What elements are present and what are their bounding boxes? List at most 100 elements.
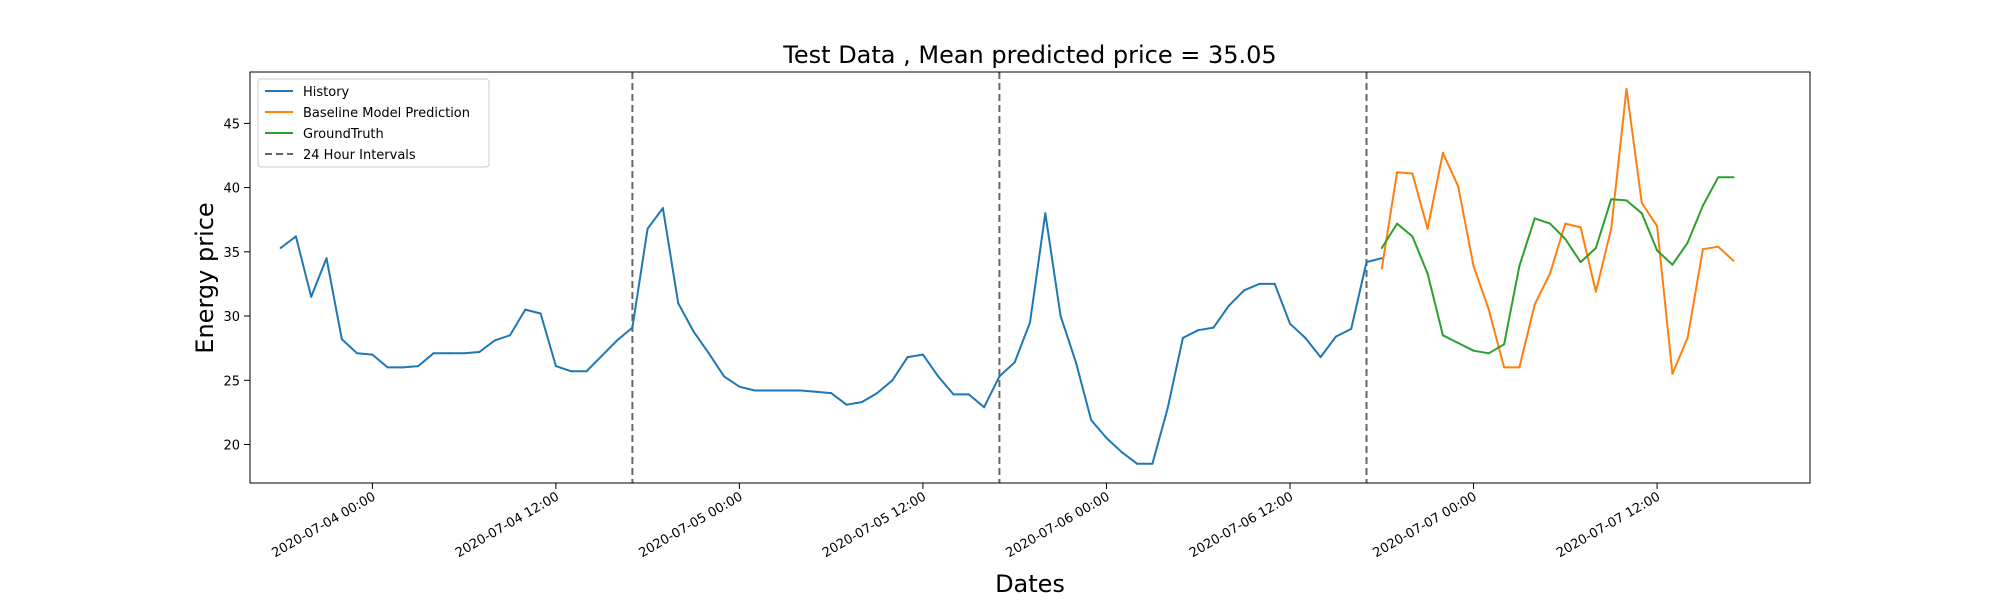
legend-label: Baseline Model Prediction xyxy=(303,106,470,121)
data-point-baseline-model-prediction xyxy=(1396,171,1399,174)
data-point-groundtruth xyxy=(1717,176,1720,179)
legend: History Baseline Model Prediction GroundTr… xyxy=(257,78,490,168)
data-point-history xyxy=(860,401,863,404)
legend-label: History xyxy=(303,85,350,100)
data-point-baseline-model-prediction xyxy=(1656,225,1659,228)
y-tick-label: 30 xyxy=(223,310,240,325)
y-axis-title: Energy price xyxy=(191,202,219,353)
data-point-history xyxy=(432,352,435,355)
data-point-groundtruth xyxy=(1457,342,1460,344)
y-tick-label: 45 xyxy=(223,117,240,132)
data-point-history xyxy=(1120,451,1123,454)
data-point-baseline-model-prediction xyxy=(1717,245,1720,248)
data-point-history xyxy=(310,295,313,298)
y-tick-label: 20 xyxy=(223,439,240,454)
data-point-baseline-model-prediction xyxy=(1380,267,1383,270)
data-point-history xyxy=(493,339,496,342)
data-point-groundtruth xyxy=(1411,235,1414,238)
data-point-history xyxy=(1074,361,1077,364)
data-point-history xyxy=(294,235,297,238)
data-point-history xyxy=(1197,329,1200,332)
data-point-history xyxy=(707,352,710,355)
data-point-groundtruth xyxy=(1533,217,1536,220)
data-point-baseline-model-prediction xyxy=(1640,202,1643,204)
data-point-history xyxy=(1151,462,1154,465)
data-point-history xyxy=(1059,315,1062,317)
data-point-groundtruth xyxy=(1656,249,1659,252)
data-point-baseline-model-prediction xyxy=(1426,227,1429,230)
data-point-groundtruth xyxy=(1564,238,1567,240)
series-line-baseline-model-prediction xyxy=(1380,87,1735,375)
data-point-baseline-model-prediction xyxy=(1472,264,1475,267)
chart-title: Test Data , Mean predicted price = 35.05 xyxy=(782,41,1276,69)
data-point-history xyxy=(769,389,771,392)
data-point-baseline-model-prediction xyxy=(1625,87,1628,90)
y-tick-label: 35 xyxy=(223,246,240,261)
legend-box xyxy=(257,78,490,168)
data-point-history xyxy=(1380,257,1383,260)
data-point-history xyxy=(417,365,420,368)
data-point-groundtruth xyxy=(1732,176,1735,179)
legend-label: 24 Hour Intervals xyxy=(303,148,416,163)
data-point-history xyxy=(401,366,404,369)
data-point-history xyxy=(1090,419,1093,422)
data-point-history xyxy=(845,403,848,406)
data-point-baseline-model-prediction xyxy=(1564,222,1567,225)
data-point-history xyxy=(1319,356,1322,359)
data-point-history xyxy=(616,339,619,342)
data-point-history xyxy=(753,389,756,392)
data-point-history xyxy=(661,207,664,210)
data-point-history xyxy=(1227,304,1230,307)
data-point-baseline-model-prediction xyxy=(1594,290,1597,293)
data-point-history xyxy=(371,353,374,356)
data-point-history xyxy=(1105,437,1108,439)
data-point-history xyxy=(983,406,986,409)
data-point-history xyxy=(1258,282,1261,285)
data-point-history xyxy=(325,257,328,260)
data-point-groundtruth xyxy=(1625,199,1628,202)
data-point-groundtruth xyxy=(1549,222,1551,225)
data-point-history xyxy=(1350,327,1353,330)
data-point-history xyxy=(340,338,343,341)
x-axis-title: Dates xyxy=(995,570,1065,598)
y-tick-label: 40 xyxy=(223,182,240,197)
data-point-groundtruth xyxy=(1503,343,1506,346)
data-point-history xyxy=(386,366,389,369)
data-point-groundtruth xyxy=(1472,349,1475,352)
data-point-history xyxy=(1181,336,1184,339)
data-point-groundtruth xyxy=(1594,247,1597,249)
data-point-history xyxy=(738,385,741,388)
data-point-history xyxy=(906,356,909,359)
data-point-history xyxy=(631,326,634,329)
data-point-history xyxy=(723,375,726,378)
data-point-history xyxy=(509,334,511,337)
data-point-baseline-model-prediction xyxy=(1549,272,1551,275)
data-point-history xyxy=(463,352,466,355)
data-point-baseline-model-prediction xyxy=(1518,366,1521,369)
data-point-groundtruth xyxy=(1441,334,1444,337)
data-point-history xyxy=(1212,326,1215,329)
data-point-history xyxy=(1029,321,1031,324)
data-point-history xyxy=(585,370,588,373)
data-point-history xyxy=(554,365,557,368)
data-point-baseline-model-prediction xyxy=(1411,172,1414,175)
plot-area xyxy=(279,72,1735,483)
data-point-groundtruth xyxy=(1426,272,1429,275)
data-point-history xyxy=(478,351,481,353)
data-point-history xyxy=(1243,289,1246,292)
data-point-history xyxy=(998,375,1001,378)
data-point-history xyxy=(784,389,787,392)
data-point-history xyxy=(921,353,924,356)
series-line-groundtruth xyxy=(1380,176,1734,355)
data-point-groundtruth xyxy=(1396,222,1399,225)
series-history xyxy=(279,207,1383,465)
data-point-history xyxy=(447,352,450,355)
data-point-history xyxy=(524,308,527,311)
data-point-history xyxy=(1013,361,1016,364)
data-point-baseline-model-prediction xyxy=(1533,303,1536,306)
data-point-history xyxy=(1166,407,1169,410)
data-point-history xyxy=(814,390,817,393)
data-point-history xyxy=(279,247,282,249)
data-point-groundtruth xyxy=(1487,352,1490,355)
